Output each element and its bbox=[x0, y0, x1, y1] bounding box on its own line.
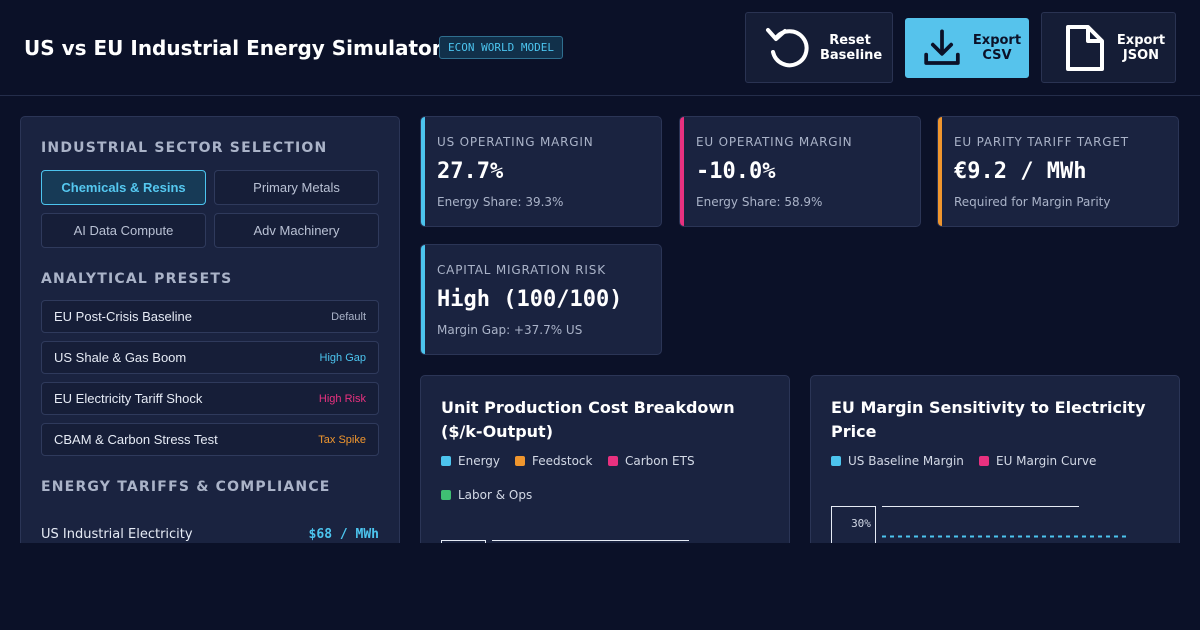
preset-name: EU Electricity Tariff Shock bbox=[54, 391, 203, 406]
export-csv-button[interactable]: Export CSV bbox=[905, 18, 1029, 78]
app-title: US vs EU Industrial Energy Simulator bbox=[24, 36, 442, 60]
export-json-label: Export JSON bbox=[1116, 32, 1166, 63]
sensitivity-chart-title: EU Margin Sensitivity to Electricity Pri… bbox=[831, 398, 1146, 441]
kpi-value: €9.2 / MWh bbox=[954, 159, 1087, 184]
legend-swatch bbox=[979, 456, 989, 466]
legend-label: Energy bbox=[458, 454, 501, 468]
legend-swatch bbox=[831, 456, 841, 466]
tariff-label: US Industrial Electricity bbox=[41, 527, 193, 542]
legend-swatch bbox=[441, 490, 451, 500]
kpi-eu-margin: EU OPERATING MARGIN -10.0% Energy Share:… bbox=[679, 116, 921, 227]
sector-machinery-button[interactable]: Adv Machinery bbox=[214, 213, 379, 248]
kpi-value: High (100/100) bbox=[437, 287, 623, 312]
app-header: US vs EU Industrial Energy Simulator ECO… bbox=[0, 0, 1200, 96]
y-tick-label: 30% bbox=[851, 517, 871, 530]
legend-carbon: Carbon ETS bbox=[608, 454, 695, 468]
cost-chart-title: Unit Production Cost Breakdown ($/k-Outp… bbox=[441, 398, 735, 441]
preset-eu-tariff-shock[interactable]: EU Electricity Tariff Shock High Risk bbox=[41, 382, 379, 415]
preset-cbam-stress[interactable]: CBAM & Carbon Stress Test Tax Spike bbox=[41, 423, 379, 456]
export-csv-label: Export CSV bbox=[972, 33, 1022, 63]
legend-labor: Labor & Ops bbox=[441, 488, 532, 502]
reset-label: Reset Baseline bbox=[820, 32, 883, 63]
legend-swatch bbox=[608, 456, 618, 466]
kpi-title: CAPITAL MIGRATION RISK bbox=[437, 263, 606, 277]
kpi-subtext: Energy Share: 39.3% bbox=[437, 195, 564, 209]
legend-label: Labor & Ops bbox=[458, 488, 533, 502]
preset-us-shale[interactable]: US Shale & Gas Boom High Gap bbox=[41, 341, 379, 374]
control-sidebar: INDUSTRIAL SECTOR SELECTION Chemicals & … bbox=[20, 116, 400, 556]
legend-label: Carbon ETS bbox=[625, 454, 695, 468]
preset-name: CBAM & Carbon Stress Test bbox=[54, 432, 218, 447]
kpi-value: -10.0% bbox=[696, 159, 776, 184]
kpi-subtext: Margin Gap: +37.7% US bbox=[437, 323, 583, 337]
kpi-accent-bar bbox=[938, 117, 942, 226]
legend-us-baseline: US Baseline Margin bbox=[831, 454, 964, 468]
sector-section-title: INDUSTRIAL SECTOR SELECTION bbox=[41, 140, 328, 156]
tariff-value: $68 / MWh bbox=[308, 527, 379, 542]
tariffs-section-title: ENERGY TARIFFS & COMPLIANCE bbox=[41, 479, 331, 495]
kpi-title: US OPERATING MARGIN bbox=[437, 135, 594, 149]
sector-metals-button[interactable]: Primary Metals bbox=[214, 170, 379, 205]
preset-tag: Default bbox=[331, 310, 366, 323]
kpi-accent-bar bbox=[680, 117, 684, 226]
kpi-migration-risk: CAPITAL MIGRATION RISK High (100/100) Ma… bbox=[420, 244, 662, 355]
sector-chemicals-button[interactable]: Chemicals & Resins bbox=[41, 170, 206, 205]
kpi-subtext: Energy Share: 58.9% bbox=[696, 195, 823, 209]
sensitivity-panel: EU Margin Sensitivity to Electricity Pri… bbox=[810, 375, 1180, 575]
preset-name: US Shale & Gas Boom bbox=[54, 350, 187, 365]
preset-eu-baseline[interactable]: EU Post-Crisis Baseline Default bbox=[41, 300, 379, 333]
preset-tag: High Gap bbox=[319, 351, 366, 364]
legend-label: Feedstock bbox=[532, 454, 593, 468]
tariff-us-electricity: US Industrial Electricity $68 / MWh bbox=[41, 527, 379, 542]
presets-section-title: ANALYTICAL PRESETS bbox=[41, 271, 233, 287]
cost-breakdown-panel: Unit Production Cost Breakdown ($/k-Outp… bbox=[420, 375, 790, 575]
sector-compute-button[interactable]: AI Data Compute bbox=[41, 213, 206, 248]
reset-icon bbox=[766, 27, 809, 67]
download-icon bbox=[924, 29, 960, 65]
legend-eu-curve: EU Margin Curve bbox=[979, 454, 1096, 468]
legend-swatch bbox=[441, 456, 451, 466]
model-badge: ECON WORLD MODEL bbox=[439, 36, 563, 59]
kpi-accent-bar bbox=[421, 117, 425, 226]
file-icon bbox=[1066, 24, 1104, 71]
viewport-bottom bbox=[0, 543, 1200, 630]
reset-baseline-button[interactable]: Reset Baseline bbox=[745, 12, 893, 83]
preset-tag: Tax Spike bbox=[318, 433, 366, 446]
kpi-us-margin: US OPERATING MARGIN 27.7% Energy Share: … bbox=[420, 116, 662, 227]
legend-label: EU Margin Curve bbox=[996, 454, 1097, 468]
preset-name: EU Post-Crisis Baseline bbox=[54, 309, 192, 324]
legend-swatch bbox=[515, 456, 525, 466]
export-json-button[interactable]: Export JSON bbox=[1041, 12, 1176, 83]
kpi-title: EU OPERATING MARGIN bbox=[696, 135, 853, 149]
kpi-value: 27.7% bbox=[437, 159, 504, 184]
kpi-accent-bar bbox=[421, 245, 425, 354]
kpi-subtext: Required for Margin Parity bbox=[954, 195, 1111, 209]
legend-label: US Baseline Margin bbox=[848, 454, 964, 468]
legend-feedstock: Feedstock bbox=[515, 454, 592, 468]
kpi-title: EU PARITY TARIFF TARGET bbox=[954, 135, 1129, 149]
kpi-parity-tariff: EU PARITY TARIFF TARGET €9.2 / MWh Requi… bbox=[937, 116, 1179, 227]
preset-tag: High Risk bbox=[318, 392, 366, 405]
legend-energy: Energy bbox=[441, 454, 500, 468]
